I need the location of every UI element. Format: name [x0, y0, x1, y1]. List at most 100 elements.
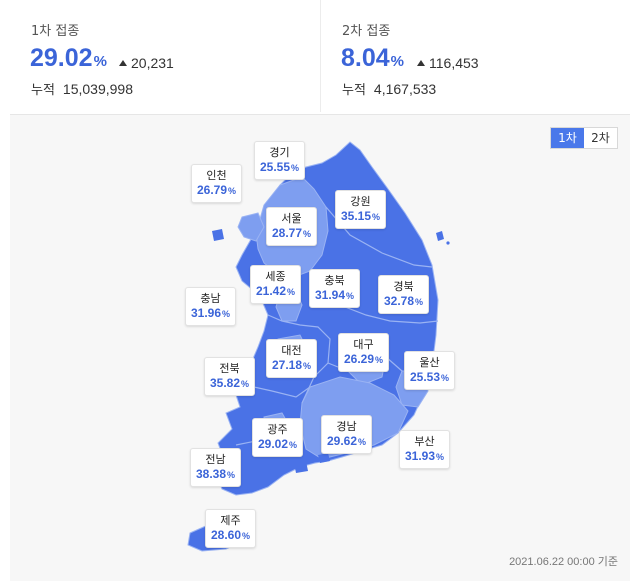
region-label-jeonnam[interactable]: 전남 38.38%	[190, 448, 242, 487]
up-triangle-icon	[417, 60, 425, 66]
region-name: 강원	[350, 195, 371, 208]
dose-toggle: 1차 2차	[550, 127, 618, 149]
first-dose-percent-unit: %	[93, 53, 107, 70]
region-value-number: 28.60	[211, 528, 242, 542]
region-value-number: 29.62	[327, 434, 358, 448]
south-island-3	[294, 461, 308, 473]
region-label-sejong[interactable]: 세종 21.42%	[250, 265, 302, 304]
region-name: 충북	[324, 274, 345, 287]
region-value-number: 26.29	[344, 352, 375, 366]
region-name: 전북	[219, 362, 240, 375]
region-value: 31.93%	[405, 449, 445, 463]
second-dose-cum-value: 4,167,533	[373, 81, 437, 97]
region-name: 대구	[353, 338, 374, 351]
region-value-number: 31.93	[405, 449, 436, 463]
region-value: 38.38%	[196, 467, 236, 481]
region-value: 31.96%	[191, 306, 231, 320]
region-value-number: 27.18	[272, 358, 303, 372]
data-reference-date: 2021.06.22 00:00 기준	[509, 556, 618, 568]
region-value: 35.82%	[210, 376, 250, 390]
region-value-number: 31.96	[191, 306, 222, 320]
region-value-number: 29.02	[258, 437, 289, 451]
second-dose-cum-label: 누적	[342, 83, 366, 98]
region-value-number: 21.42	[256, 284, 287, 298]
region-label-gwangju[interactable]: 광주 29.02%	[252, 418, 304, 457]
region-label-ulsan[interactable]: 울산 25.53%	[404, 351, 456, 390]
region-value: 26.79%	[197, 183, 237, 197]
region-label-gyeongnam[interactable]: 경남 29.62%	[321, 415, 373, 454]
region-value-number: 25.53	[410, 370, 441, 384]
region-label-daejeon[interactable]: 대전 27.18%	[266, 339, 318, 378]
first-dose-percent-value: 29.02	[30, 44, 93, 72]
region-value: 35.15%	[341, 209, 381, 223]
second-dose-delta-value: 116,453	[429, 55, 479, 71]
region-value: 28.77%	[272, 226, 312, 240]
region-value-number: 35.15	[341, 209, 372, 223]
region-label-gangwon[interactable]: 강원 35.15%	[335, 190, 387, 229]
region-value-number: 35.82	[210, 376, 241, 390]
ulleung-island-shape	[436, 231, 444, 241]
first-dose-delta: 20,231	[119, 55, 174, 71]
region-name: 충남	[200, 292, 221, 305]
region-name: 광주	[267, 423, 288, 436]
region-value: 26.29%	[344, 352, 384, 366]
tab-second-dose[interactable]: 2차	[591, 131, 610, 145]
korea-map	[187, 141, 450, 552]
south-island-4	[318, 453, 330, 463]
region-label-chungnam[interactable]: 충남 31.96%	[185, 287, 237, 326]
region-name: 울산	[419, 356, 440, 369]
dokdo-island-shape	[446, 241, 450, 245]
region-label-jeonbuk[interactable]: 전북 35.82%	[204, 357, 256, 396]
region-name: 경기	[269, 146, 290, 159]
region-value-number: 28.77	[272, 226, 303, 240]
region-value: 29.02%	[258, 437, 298, 451]
region-value: 25.55%	[260, 160, 300, 174]
region-map-panel: 1차 2차	[10, 114, 630, 581]
region-name: 서울	[281, 212, 302, 225]
first-dose-delta-value: 20,231	[131, 55, 174, 71]
region-label-incheon[interactable]: 인천 26.79%	[191, 164, 243, 203]
first-dose-cum-label: 누적	[31, 83, 55, 98]
second-dose-stat: 2차 접종 8.04% 116,453 누적 4,167,533	[320, 0, 630, 112]
region-name: 전남	[205, 453, 226, 466]
up-triangle-icon	[119, 60, 127, 66]
region-name: 세종	[265, 270, 286, 283]
region-label-jeju[interactable]: 제주 28.60%	[205, 509, 257, 548]
region-name: 대전	[281, 344, 302, 357]
ganghwa-island-shape	[212, 229, 224, 241]
south-island-2	[256, 463, 272, 477]
region-value-number: 31.94	[315, 288, 346, 302]
first-dose-stat: 1차 접종 29.02% 20,231 누적 15,039,998	[10, 0, 320, 112]
region-label-chungbuk[interactable]: 충북 31.94%	[309, 269, 361, 308]
second-dose-cumulative: 누적 4,167,533	[342, 79, 436, 98]
region-label-seoul[interactable]: 서울 28.77%	[266, 207, 318, 246]
region-value: 27.18%	[272, 358, 312, 372]
region-label-gyeongbuk[interactable]: 경북 32.78%	[378, 275, 430, 314]
second-dose-percent-value: 8.04	[341, 44, 390, 72]
second-dose-title: 2차 접종	[342, 24, 391, 39]
second-dose-percent: 8.04%	[341, 44, 404, 73]
region-name: 부산	[414, 435, 435, 448]
region-name: 경북	[393, 280, 414, 293]
region-value-number: 32.78	[384, 294, 415, 308]
region-name: 인천	[206, 169, 227, 182]
first-dose-cum-value: 15,039,998	[62, 81, 133, 97]
second-dose-delta: 116,453	[417, 55, 479, 71]
region-label-daegu[interactable]: 대구 26.29%	[338, 333, 390, 372]
region-value-number: 25.55	[260, 160, 291, 174]
region-value: 25.53%	[410, 370, 450, 384]
region-value: 28.60%	[211, 528, 251, 542]
region-name: 제주	[220, 514, 241, 527]
region-value: 21.42%	[256, 284, 296, 298]
incheon-shape	[237, 212, 265, 242]
region-value: 29.62%	[327, 434, 367, 448]
region-value: 32.78%	[384, 294, 424, 308]
first-dose-cumulative: 누적 15,039,998	[31, 79, 133, 98]
first-dose-title: 1차 접종	[31, 24, 80, 39]
second-dose-percent-unit: %	[390, 53, 405, 70]
region-label-busan[interactable]: 부산 31.93%	[399, 430, 451, 469]
region-name: 경남	[336, 420, 357, 433]
region-label-gyeonggi[interactable]: 경기 25.55%	[254, 141, 306, 180]
region-value: 31.94%	[315, 288, 355, 302]
tab-first-dose[interactable]: 1차	[551, 128, 584, 148]
